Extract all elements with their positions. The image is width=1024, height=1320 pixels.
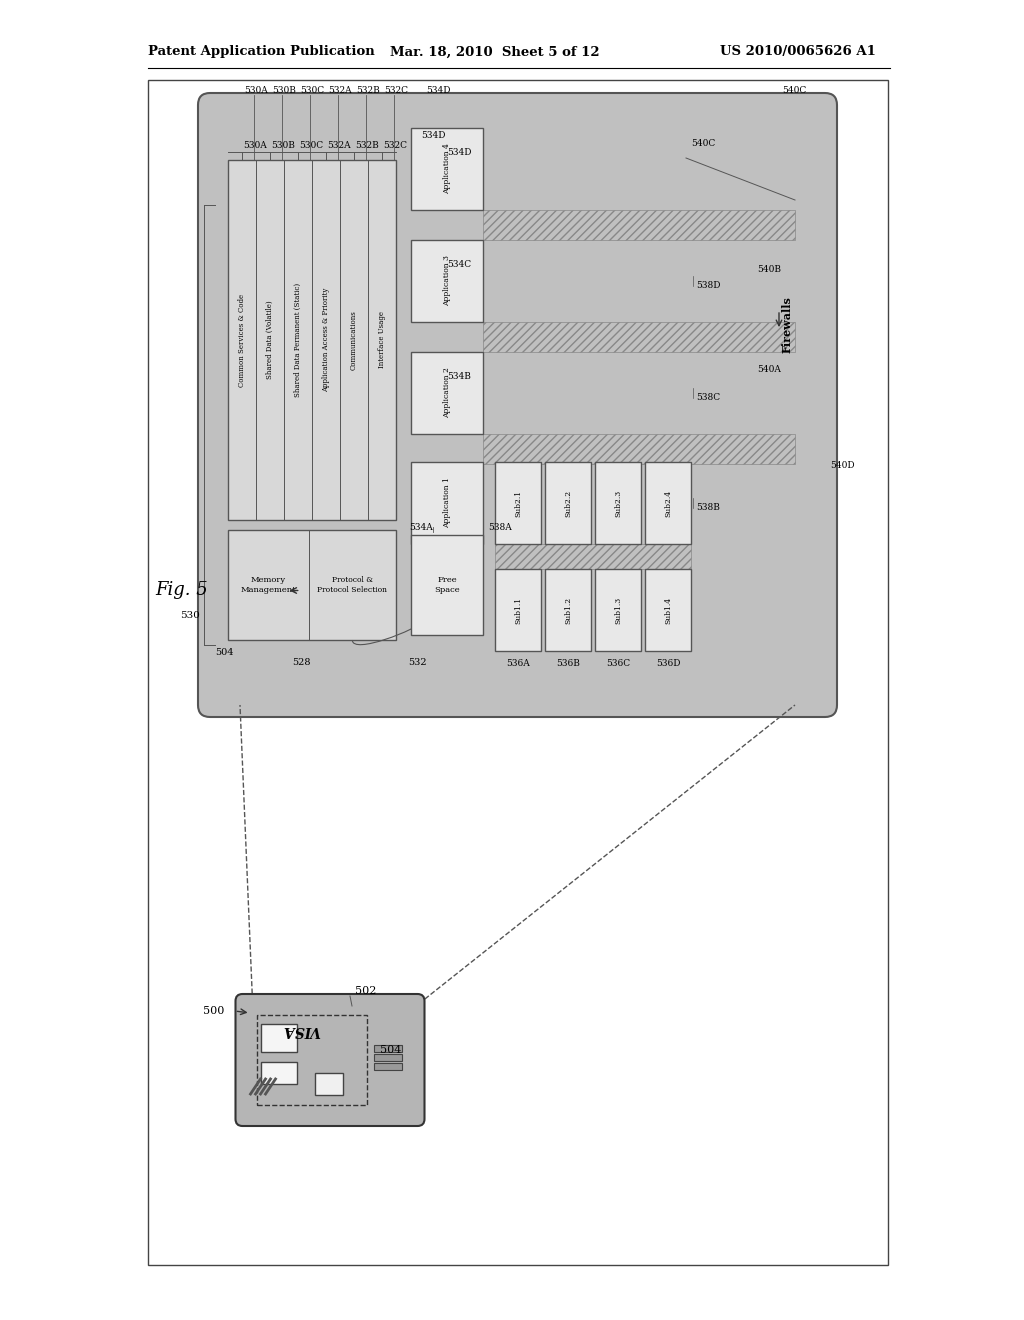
Text: Communications: Communications: [350, 310, 358, 370]
Text: 540C: 540C: [691, 139, 715, 148]
Text: 540D: 540D: [830, 461, 855, 470]
Bar: [260, 1024, 297, 1052]
Text: Common Services & Code: Common Services & Code: [238, 293, 246, 387]
Bar: [645, 569, 691, 651]
Text: 532: 532: [408, 657, 427, 667]
Text: 538A: 538A: [488, 523, 512, 532]
Text: 532B: 532B: [355, 141, 379, 150]
Bar: [411, 462, 483, 544]
Text: Interface Usage: Interface Usage: [378, 312, 386, 368]
Bar: [545, 462, 591, 544]
Bar: [483, 322, 795, 352]
Text: Shared Data Permanent (Static): Shared Data Permanent (Static): [294, 282, 302, 397]
Bar: [374, 1045, 401, 1052]
Text: 530C: 530C: [299, 141, 324, 150]
Text: US 2010/0065626 A1: US 2010/0065626 A1: [720, 45, 876, 58]
Text: Application Access & Priority: Application Access & Priority: [322, 288, 330, 392]
Bar: [545, 569, 591, 651]
Text: 540B: 540B: [757, 265, 781, 275]
Text: 536B: 536B: [556, 659, 580, 668]
Bar: [256, 1015, 367, 1105]
Text: 530A: 530A: [243, 141, 266, 150]
Text: Free
Space: Free Space: [434, 577, 460, 594]
Bar: [595, 569, 641, 651]
Text: 534C: 534C: [447, 260, 471, 269]
Bar: [228, 160, 396, 520]
Text: 532B: 532B: [356, 86, 380, 95]
Text: Protocol &
Protocol Selection: Protocol & Protocol Selection: [317, 577, 387, 594]
Text: 534B: 534B: [447, 372, 471, 381]
Text: 504: 504: [380, 1045, 401, 1055]
Text: Application 2: Application 2: [443, 367, 451, 418]
Text: 534D: 534D: [447, 148, 471, 157]
Bar: [411, 128, 483, 210]
Text: 534A: 534A: [409, 523, 433, 532]
Bar: [645, 462, 691, 544]
Text: Sub2.2: Sub2.2: [564, 490, 572, 516]
Text: 530C: 530C: [300, 86, 325, 95]
Bar: [495, 544, 691, 569]
Text: Patent Application Publication: Patent Application Publication: [148, 45, 375, 58]
Bar: [411, 535, 483, 635]
Text: Application 4: Application 4: [443, 144, 451, 194]
Text: 538C: 538C: [696, 393, 720, 403]
Text: 530B: 530B: [272, 86, 296, 95]
Text: Firewalls: Firewalls: [781, 297, 793, 354]
Text: 530: 530: [180, 610, 200, 619]
Text: 530B: 530B: [271, 141, 295, 150]
Bar: [228, 531, 396, 640]
Text: Sub1.1: Sub1.1: [514, 597, 522, 623]
Text: 502: 502: [355, 986, 377, 997]
Text: VISA: VISA: [283, 1023, 321, 1038]
Bar: [595, 462, 641, 544]
Text: Sub1.4: Sub1.4: [664, 597, 672, 623]
Text: 540C: 540C: [782, 86, 806, 95]
Text: Application 3: Application 3: [443, 256, 451, 306]
FancyBboxPatch shape: [198, 92, 837, 717]
Text: 532C: 532C: [384, 86, 408, 95]
Bar: [483, 210, 795, 240]
Text: 534D: 534D: [421, 131, 445, 140]
Bar: [495, 462, 541, 544]
Text: 530A: 530A: [244, 86, 267, 95]
Bar: [483, 434, 795, 465]
Text: Memory
Management: Memory Management: [241, 577, 296, 594]
Text: Shared Data (Volatile): Shared Data (Volatile): [266, 301, 274, 379]
Text: 532C: 532C: [383, 141, 407, 150]
Text: 538B: 538B: [696, 503, 720, 512]
Text: 532A: 532A: [327, 141, 350, 150]
Text: Sub2.3: Sub2.3: [614, 490, 622, 516]
Bar: [260, 1063, 297, 1084]
Text: Sub1.3: Sub1.3: [614, 597, 622, 623]
Text: 532A: 532A: [328, 86, 351, 95]
Bar: [411, 240, 483, 322]
Text: 500: 500: [203, 1006, 224, 1016]
Text: 536D: 536D: [655, 659, 680, 668]
Text: Sub1.2: Sub1.2: [564, 597, 572, 623]
Text: Mar. 18, 2010  Sheet 5 of 12: Mar. 18, 2010 Sheet 5 of 12: [390, 45, 600, 58]
Text: Sub2.1: Sub2.1: [514, 490, 522, 516]
Bar: [148, 81, 888, 1265]
Text: Application 1: Application 1: [443, 478, 451, 528]
Bar: [495, 569, 541, 651]
Text: 528: 528: [292, 657, 310, 667]
FancyBboxPatch shape: [236, 994, 425, 1126]
Bar: [315, 1073, 343, 1096]
Text: 504: 504: [215, 648, 233, 657]
Bar: [411, 352, 483, 434]
Text: 536C: 536C: [606, 659, 630, 668]
Bar: [374, 1063, 401, 1071]
Text: Sub2.4: Sub2.4: [664, 490, 672, 516]
Text: 534D: 534D: [426, 86, 451, 95]
Text: 540A: 540A: [757, 366, 781, 375]
Text: 536A: 536A: [506, 659, 529, 668]
Text: 538D: 538D: [696, 281, 721, 290]
Bar: [374, 1053, 401, 1061]
Text: Fig. 5: Fig. 5: [155, 581, 208, 599]
